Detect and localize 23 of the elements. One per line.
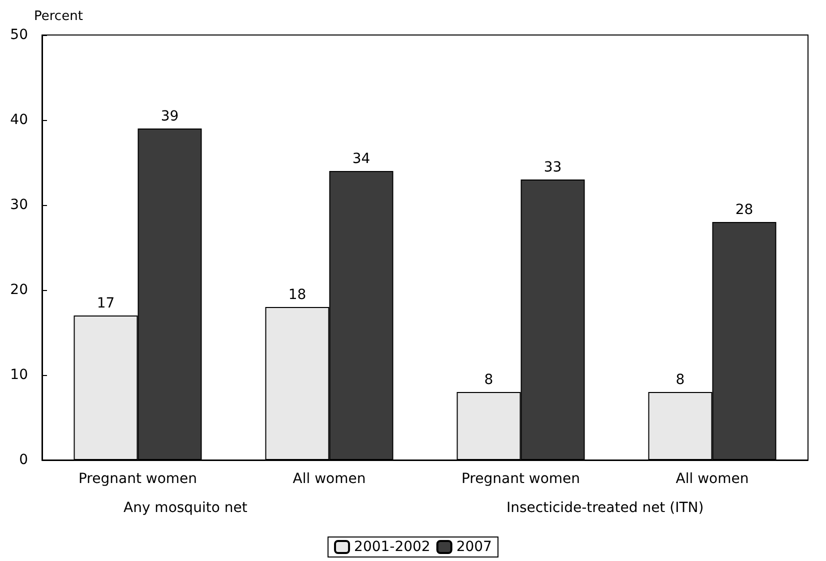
legend-label: 2007 (456, 539, 492, 555)
text: Any mosquito net (124, 500, 248, 516)
x-tick-label: All women (292, 471, 366, 487)
y-tick-label: 30 (10, 197, 28, 213)
y-axis-title: Percent (34, 9, 83, 24)
data-label: 33 (544, 160, 562, 176)
data-label: 18 (288, 287, 306, 303)
data-label: 39 (160, 108, 179, 124)
data-label: 17 (96, 296, 115, 312)
x-tick-label: Pregnant women (461, 471, 580, 487)
data-label: 34 (352, 151, 370, 167)
y-tick-label: 0 (19, 452, 28, 468)
y-tick-label: 50 (10, 27, 28, 43)
data-label: 8 (484, 372, 494, 388)
data-label: 8 (676, 372, 685, 388)
x-tick-label: Pregnant women (78, 471, 198, 487)
y-tick-label: 20 (10, 282, 28, 298)
legend-label: 2001-2002 (354, 539, 430, 555)
y-tick-label: 10 (10, 367, 28, 383)
data-label: 28 (735, 202, 754, 218)
text: Insecticide-treated net (ITN) (506, 500, 704, 516)
y-tick-label: 40 (10, 112, 28, 128)
x-tick-label: All women (676, 471, 749, 487)
